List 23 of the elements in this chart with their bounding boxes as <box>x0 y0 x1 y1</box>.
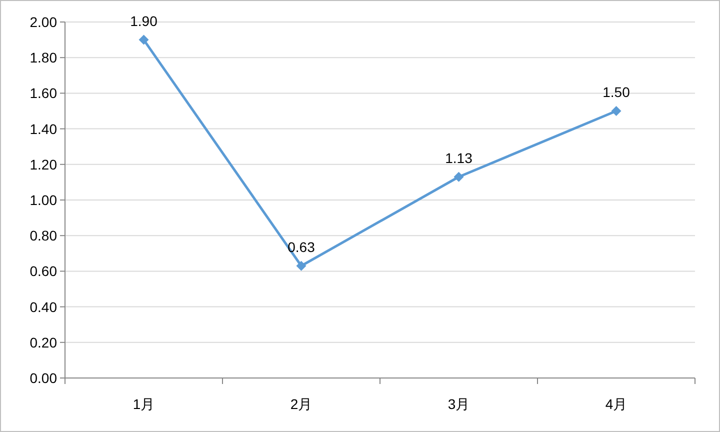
y-tick-label: 1.00 <box>30 192 58 208</box>
point <box>611 106 622 116</box>
data-label: 0.63 <box>288 238 316 255</box>
point <box>138 34 149 45</box>
y-tick-label: 1.60 <box>30 85 58 102</box>
x-tick-label: 2月 <box>290 396 312 412</box>
y-tick-label: 1.80 <box>30 50 58 66</box>
x-tick-label: 1月 <box>132 396 155 412</box>
y-tick-label: 1.20 <box>30 156 58 172</box>
y-tick-label: 0.80 <box>30 228 58 244</box>
point <box>296 260 306 271</box>
y-tick-label: 0.20 <box>30 334 58 350</box>
point <box>454 172 464 182</box>
data-label: 1.13 <box>445 150 473 166</box>
x-tick-label: 4月 <box>605 396 628 412</box>
y-tick-label: 1.40 <box>30 120 58 137</box>
y-tick-label: 0.60 <box>30 263 58 280</box>
y-tick-label: 2.00 <box>30 14 58 30</box>
data-label: 1.90 <box>130 12 158 29</box>
x-tick-label: 3月 <box>448 396 470 412</box>
y-tick-label: 0.00 <box>30 370 58 386</box>
data-label: 1.50 <box>602 84 630 100</box>
y-tick-label: 0.40 <box>30 298 58 315</box>
